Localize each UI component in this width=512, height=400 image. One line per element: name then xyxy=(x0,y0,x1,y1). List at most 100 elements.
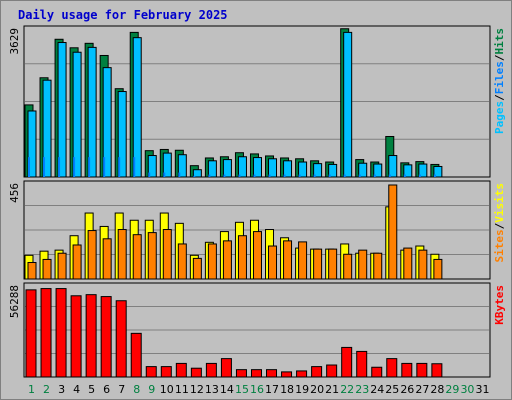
day-label-11: 11 xyxy=(175,383,189,396)
top-bar-pages-24 xyxy=(373,174,376,177)
top-bar-pages-10 xyxy=(163,172,166,177)
legend-separator: / xyxy=(493,54,506,61)
middle-bar-sites-21 xyxy=(328,248,338,280)
middle-bar-sites-26 xyxy=(403,247,413,280)
legend-separator: / xyxy=(493,222,506,229)
top-bar-pages-17 xyxy=(268,174,271,177)
day-label-31: 31 xyxy=(475,383,489,396)
bottom-bar-kbytes-25 xyxy=(386,358,398,378)
top-bar-pages-7 xyxy=(118,157,121,177)
top-bar-pages-25 xyxy=(388,174,391,177)
top-bar-files-11 xyxy=(177,154,187,178)
day-label-24: 24 xyxy=(370,383,384,396)
top-bar-pages-18 xyxy=(283,174,286,177)
top-bar-files-4 xyxy=(72,51,82,178)
day-label-19: 19 xyxy=(295,383,309,396)
middle-bar-sites-16 xyxy=(252,231,262,280)
day-label-8: 8 xyxy=(133,383,140,396)
day-label-14: 14 xyxy=(220,383,234,396)
bottom-bar-kbytes-6 xyxy=(100,296,112,378)
bottom-bar-kbytes-24 xyxy=(371,366,383,378)
top-bar-pages-1 xyxy=(28,157,30,177)
day-label-26: 26 xyxy=(400,383,414,396)
top-ymax-label: 3629 xyxy=(8,28,21,55)
bottom-bar-kbytes-14 xyxy=(220,358,232,378)
day-label-29: 29 xyxy=(445,383,459,396)
top-bar-files-2 xyxy=(42,79,52,178)
top-bar-pages-3 xyxy=(58,157,61,177)
middle-bar-sites-4 xyxy=(72,244,82,280)
day-label-27: 27 xyxy=(415,383,429,396)
top-bar-files-24 xyxy=(373,163,383,178)
middle-legend: Sites/Visits xyxy=(493,183,506,263)
top-bar-files-5 xyxy=(87,46,97,178)
day-label-21: 21 xyxy=(325,383,339,396)
bottom-bar-kbytes-19 xyxy=(296,370,308,378)
bottom-bar-kbytes-16 xyxy=(250,369,262,378)
bottom-bar-kbytes-11 xyxy=(175,362,187,378)
bottom-bar-kbytes-1 xyxy=(25,289,37,378)
day-label-1: 1 xyxy=(28,383,35,396)
bottom-bar-kbytes-22 xyxy=(341,346,353,378)
day-label-30: 30 xyxy=(460,383,474,396)
middle-bar-sites-8 xyxy=(132,234,142,280)
day-label-4: 4 xyxy=(73,383,80,396)
middle-bar-sites-22 xyxy=(343,253,353,280)
middle-bar-sites-24 xyxy=(373,252,383,280)
bottom-bar-kbytes-28 xyxy=(431,363,443,378)
bottom-bar-kbytes-17 xyxy=(266,369,278,378)
top-bar-files-12 xyxy=(192,169,202,178)
day-label-10: 10 xyxy=(160,383,174,396)
day-label-20: 20 xyxy=(310,383,324,396)
bottom-bar-kbytes-5 xyxy=(85,294,97,378)
top-bar-pages-12 xyxy=(193,175,196,177)
middle-bar-sites-20 xyxy=(313,248,323,280)
bottom-bar-kbytes-8 xyxy=(130,332,142,378)
bottom-bar-kbytes-9 xyxy=(145,366,157,378)
middle-bar-sites-25 xyxy=(388,184,398,280)
middle-bar-sites-28 xyxy=(433,258,443,280)
top-bar-files-3 xyxy=(57,42,67,178)
top-bar-pages-6 xyxy=(103,157,106,177)
top-bar-pages-23 xyxy=(358,174,361,177)
top-bar-files-25 xyxy=(388,155,398,178)
bottom-bar-kbytes-2 xyxy=(40,288,52,378)
bottom-bar-kbytes-7 xyxy=(115,300,127,378)
top-bar-files-27 xyxy=(418,163,428,178)
top-bar-files-19 xyxy=(298,161,308,178)
top-bar-files-9 xyxy=(147,155,157,178)
top-bar-files-18 xyxy=(283,160,293,178)
day-label-2: 2 xyxy=(43,383,50,396)
top-bar-files-15 xyxy=(237,156,247,178)
bottom-ymax-label: 56288 xyxy=(8,285,21,318)
legend-separator: / xyxy=(493,94,506,101)
day-label-25: 25 xyxy=(385,383,399,396)
day-label-23: 23 xyxy=(355,383,369,396)
bottom-legend: KBytes xyxy=(493,285,506,325)
legend-entry-kbytes: KBytes xyxy=(493,285,506,325)
middle-bar-sites-14 xyxy=(222,240,232,280)
middle-bar-sites-18 xyxy=(283,240,293,280)
day-label-12: 12 xyxy=(190,383,204,396)
day-label-15: 15 xyxy=(235,383,249,396)
top-bar-pages-20 xyxy=(313,174,316,177)
bottom-bar-kbytes-3 xyxy=(55,288,67,378)
middle-bar-sites-27 xyxy=(418,249,428,280)
bottom-bar-kbytes-10 xyxy=(160,366,172,378)
middle-bar-sites-1 xyxy=(27,262,37,280)
top-bar-files-26 xyxy=(403,164,413,178)
top-bar-files-20 xyxy=(313,163,323,178)
top-bar-pages-11 xyxy=(178,172,181,177)
middle-bar-sites-23 xyxy=(358,249,368,280)
legend-entry-hits: Hits xyxy=(493,28,506,55)
top-bar-files-23 xyxy=(358,162,368,178)
legend-entry-sites: Sites xyxy=(493,229,506,262)
top-bar-pages-27 xyxy=(418,174,421,177)
top-bar-pages-21 xyxy=(328,174,331,177)
top-bar-pages-19 xyxy=(298,174,301,177)
day-label-13: 13 xyxy=(205,383,219,396)
middle-bar-sites-2 xyxy=(42,258,52,280)
day-label-22: 22 xyxy=(340,383,354,396)
top-bar-pages-14 xyxy=(223,174,226,177)
